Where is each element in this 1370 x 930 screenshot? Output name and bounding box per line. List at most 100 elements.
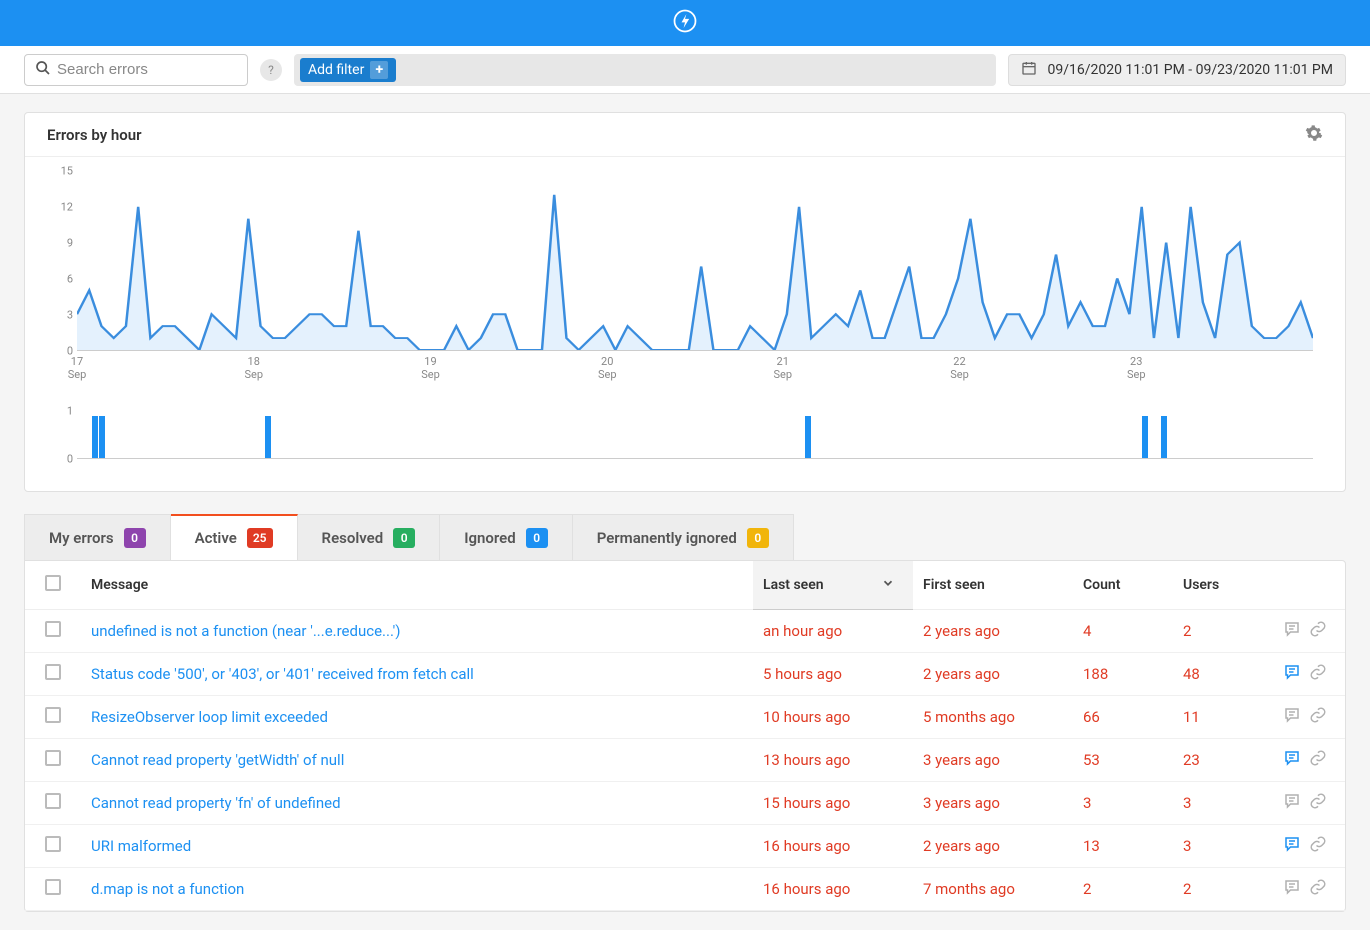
search-input[interactable]	[57, 61, 237, 78]
tab-label: Active	[195, 529, 237, 547]
row-checkbox[interactable]	[45, 664, 61, 680]
tab-badge: 0	[124, 528, 146, 548]
last-seen-cell: 15 hours ago	[753, 782, 913, 825]
count-cell: 66	[1073, 696, 1173, 739]
tab-badge: 0	[526, 528, 548, 548]
count-cell: 4	[1073, 610, 1173, 653]
error-message-link[interactable]: Cannot read property 'fn' of undefined	[91, 794, 341, 812]
comment-icon[interactable]	[1283, 620, 1301, 642]
chart-header: Errors by hour	[25, 113, 1345, 157]
add-filter-button[interactable]: Add filter +	[300, 58, 396, 82]
table-row: d.map is not a function16 hours ago7 mon…	[25, 868, 1345, 911]
tab-label: Ignored	[464, 529, 516, 547]
sub-bar	[1161, 416, 1167, 458]
tabs: My errors0Active25Resolved0Ignored0Perma…	[24, 514, 1346, 560]
link-icon[interactable]	[1309, 706, 1327, 728]
col-last-seen[interactable]: Last seen	[753, 561, 913, 610]
link-icon[interactable]	[1309, 749, 1327, 771]
error-message-link[interactable]: undefined is not a function (near '...e.…	[91, 622, 401, 640]
toolbar: ? Add filter + 09/16/2020 11:01 PM - 09/…	[0, 46, 1370, 94]
comment-icon[interactable]	[1283, 878, 1301, 900]
y-tick: 15	[61, 165, 73, 178]
plus-icon: +	[370, 61, 388, 79]
last-seen-cell: 13 hours ago	[753, 739, 913, 782]
sub-plot	[77, 411, 1313, 459]
first-seen-cell: 5 months ago	[913, 696, 1073, 739]
row-checkbox[interactable]	[45, 793, 61, 809]
x-tick: 17Sep	[68, 351, 87, 381]
x-tick: 20Sep	[598, 351, 617, 381]
table-body: undefined is not a function (near '...e.…	[25, 610, 1345, 911]
first-seen-cell: 2 years ago	[913, 610, 1073, 653]
col-count[interactable]: Count	[1073, 561, 1173, 610]
comment-icon[interactable]	[1283, 792, 1301, 814]
link-icon[interactable]	[1309, 663, 1327, 685]
users-cell: 2	[1173, 868, 1273, 911]
sub-bar	[1142, 416, 1148, 458]
table-row: Status code '500', or '403', or '401' re…	[25, 653, 1345, 696]
date-range-picker[interactable]: 09/16/2020 11:01 PM - 09/23/2020 11:01 P…	[1008, 54, 1346, 86]
help-button[interactable]: ?	[260, 59, 282, 81]
select-all-checkbox[interactable]	[45, 575, 61, 591]
row-checkbox[interactable]	[45, 707, 61, 723]
error-message-link[interactable]: Status code '500', or '403', or '401' re…	[91, 665, 474, 683]
search-icon	[35, 60, 51, 80]
users-cell: 3	[1173, 782, 1273, 825]
first-seen-cell: 2 years ago	[913, 825, 1073, 868]
date-range-text: 09/16/2020 11:01 PM - 09/23/2020 11:01 P…	[1047, 62, 1333, 78]
tab-ignored[interactable]: Ignored 0	[440, 514, 573, 560]
y-tick: 12	[61, 201, 73, 214]
main-chart: 03691215 17Sep18Sep19Sep20Sep21Sep22Sep2…	[47, 171, 1323, 391]
col-first-seen[interactable]: First seen	[913, 561, 1073, 610]
col-actions	[1273, 561, 1345, 610]
row-checkbox[interactable]	[45, 621, 61, 637]
content: Errors by hour 03691215 17Sep18Sep19Sep2…	[0, 94, 1370, 930]
error-message-link[interactable]: Cannot read property 'getWidth' of null	[91, 751, 344, 769]
last-seen-cell: 10 hours ago	[753, 696, 913, 739]
tab-my-errors[interactable]: My errors0	[24, 514, 171, 560]
sub-chart: 01	[47, 411, 1323, 471]
x-tick: 18Sep	[244, 351, 263, 381]
col-checkbox	[25, 561, 81, 610]
x-tick: 23Sep	[1127, 351, 1146, 381]
comment-icon[interactable]	[1283, 749, 1301, 771]
col-message[interactable]: Message	[81, 561, 753, 610]
error-message-link[interactable]: URI malformed	[91, 837, 191, 855]
error-message-link[interactable]: d.map is not a function	[91, 880, 244, 898]
tab-perm-ignored[interactable]: Permanently ignored0	[573, 514, 794, 560]
link-icon[interactable]	[1309, 878, 1327, 900]
filter-bar: Add filter +	[294, 54, 996, 86]
link-icon[interactable]	[1309, 792, 1327, 814]
row-checkbox[interactable]	[45, 836, 61, 852]
gear-icon[interactable]	[1305, 124, 1323, 146]
first-seen-cell: 3 years ago	[913, 739, 1073, 782]
calendar-icon	[1021, 60, 1037, 80]
table-wrap: Message Last seen First seen Count User	[24, 560, 1346, 912]
tab-label: Resolved	[322, 529, 384, 547]
row-checkbox[interactable]	[45, 750, 61, 766]
sub-y-tick: 1	[67, 405, 73, 418]
search-box[interactable]	[24, 54, 248, 86]
first-seen-cell: 7 months ago	[913, 868, 1073, 911]
table-row: undefined is not a function (near '...e.…	[25, 610, 1345, 653]
tab-badge: 25	[247, 528, 273, 548]
tab-badge: 0	[747, 528, 769, 548]
error-message-link[interactable]: ResizeObserver loop limit exceeded	[91, 708, 328, 726]
sub-bar	[265, 416, 271, 458]
table-row: Cannot read property 'fn' of undefined 15…	[25, 782, 1345, 825]
comment-icon[interactable]	[1283, 835, 1301, 857]
tab-active[interactable]: Active 25	[171, 514, 298, 560]
table-row: URI malformed16 hours ago2 years ago133	[25, 825, 1345, 868]
table-row: ResizeObserver loop limit exceeded 10 hou…	[25, 696, 1345, 739]
users-cell: 3	[1173, 825, 1273, 868]
tab-resolved[interactable]: Resolved 0	[298, 514, 441, 560]
tab-badge: 0	[393, 528, 415, 548]
row-checkbox[interactable]	[45, 879, 61, 895]
comment-icon[interactable]	[1283, 706, 1301, 728]
link-icon[interactable]	[1309, 835, 1327, 857]
col-users[interactable]: Users	[1173, 561, 1273, 610]
y-tick: 6	[67, 273, 73, 286]
chart-body: 03691215 17Sep18Sep19Sep20Sep21Sep22Sep2…	[25, 157, 1345, 491]
link-icon[interactable]	[1309, 620, 1327, 642]
comment-icon[interactable]	[1283, 663, 1301, 685]
